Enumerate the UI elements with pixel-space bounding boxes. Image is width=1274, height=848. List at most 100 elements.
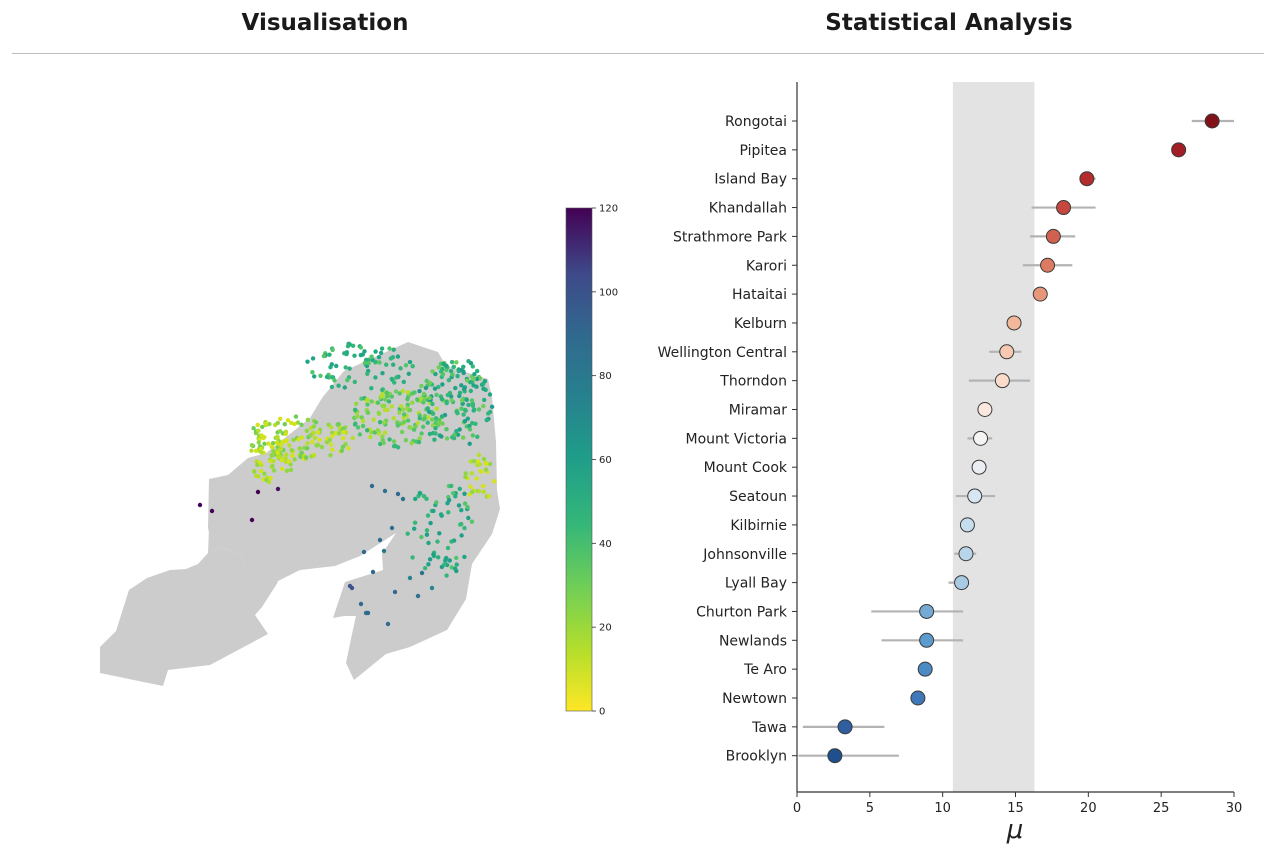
map-point <box>462 491 467 496</box>
x-tick-label: 15 <box>1007 801 1024 816</box>
map-point <box>332 378 337 383</box>
map-point <box>330 347 335 353</box>
colorbar-tick-label: 80 <box>599 371 612 382</box>
map-point <box>370 569 376 575</box>
map-point <box>461 412 466 417</box>
map-point <box>255 422 260 428</box>
map-point <box>311 424 317 429</box>
map-point <box>407 407 413 413</box>
map-point <box>290 453 295 458</box>
map-point <box>311 430 316 435</box>
map-point <box>422 416 427 421</box>
map-point <box>431 508 436 514</box>
region-map <box>100 342 500 686</box>
y-tick-label: Lyall Bay <box>725 576 787 592</box>
map-point <box>469 471 474 476</box>
mean-dot <box>1006 315 1022 331</box>
map-point <box>258 460 263 465</box>
map-point <box>380 387 385 393</box>
map-point <box>419 383 424 389</box>
map-point <box>256 428 261 433</box>
map-point <box>352 379 357 385</box>
y-tick-label: Pipitea <box>740 143 787 159</box>
mean-dot <box>999 344 1015 360</box>
map-point <box>255 489 261 495</box>
map-point <box>417 416 422 421</box>
map-point <box>462 419 468 424</box>
colorbar-tick-label: 120 <box>599 204 618 215</box>
map-point <box>382 430 388 435</box>
map-point <box>403 363 409 368</box>
map-point <box>487 461 493 467</box>
map-point <box>406 371 411 376</box>
map-point <box>335 422 340 427</box>
map-point <box>481 489 486 494</box>
map-point <box>375 400 381 405</box>
map-point <box>423 385 429 391</box>
map-point <box>447 558 452 563</box>
map-point <box>459 398 465 403</box>
map-point <box>308 433 313 438</box>
map-point <box>305 446 310 451</box>
map-point <box>358 601 364 607</box>
map-point <box>459 521 464 527</box>
map-point <box>482 397 487 403</box>
map-point <box>427 431 433 437</box>
map-point <box>336 383 341 388</box>
map-point <box>410 364 415 369</box>
map-point <box>267 421 272 427</box>
map-point <box>376 410 381 415</box>
map-point <box>378 350 384 356</box>
map-point <box>262 441 267 446</box>
map-point <box>292 421 297 427</box>
map-point <box>433 426 438 431</box>
mean-dot <box>1079 171 1095 187</box>
map-point <box>452 432 457 437</box>
mean-dot <box>1040 257 1056 273</box>
map-point <box>324 374 330 380</box>
map-point <box>449 398 454 403</box>
map-point <box>310 439 315 445</box>
map-point <box>330 447 335 452</box>
y-tick-label: Mount Victoria <box>686 431 787 447</box>
map-point <box>474 376 480 382</box>
map-point <box>383 397 388 402</box>
map-point <box>282 422 287 427</box>
map-point <box>287 443 292 448</box>
map-point <box>305 441 310 446</box>
mean-markers <box>827 113 1220 764</box>
map-point <box>380 434 385 439</box>
map-point <box>421 391 427 397</box>
map-point <box>460 401 465 406</box>
map-point <box>258 468 264 474</box>
map-point <box>369 483 375 489</box>
map-point <box>392 589 398 595</box>
map-point <box>400 496 406 502</box>
map-point <box>424 532 430 537</box>
map-point <box>285 418 291 423</box>
mean-dot <box>994 373 1010 389</box>
map-point <box>256 474 261 479</box>
map-point <box>368 434 373 440</box>
map-point <box>432 386 438 391</box>
mean-dot <box>1171 142 1187 158</box>
map-point <box>376 355 382 360</box>
map-point <box>470 364 475 369</box>
map-point <box>305 417 311 422</box>
y-tick-label: Kilbirnie <box>730 518 787 534</box>
map-point <box>382 488 388 494</box>
map-point <box>381 548 387 554</box>
map-point <box>454 429 459 434</box>
map-point <box>317 437 322 443</box>
map-point <box>471 383 476 388</box>
map-point <box>455 411 460 416</box>
map-point <box>424 378 429 384</box>
map-point <box>467 427 473 432</box>
x-tick-label: 20 <box>1080 801 1097 816</box>
map-point <box>341 436 346 441</box>
map-point <box>393 389 399 394</box>
map-point <box>475 434 480 439</box>
map-point <box>481 456 487 462</box>
map-point <box>481 403 486 409</box>
map-point <box>463 474 468 480</box>
